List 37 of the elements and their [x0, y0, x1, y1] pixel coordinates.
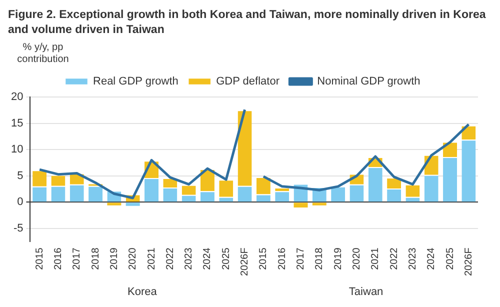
y-tick-label: 15 — [10, 117, 24, 130]
text: Korea — [127, 286, 158, 298]
text: Taiwan — [348, 286, 384, 298]
legend-label: GDP deflator — [216, 76, 280, 88]
x-tick-label: 2025 — [444, 247, 456, 270]
x-tick-label: 2025 — [220, 247, 232, 270]
x-tick-label: 2022 — [164, 247, 176, 270]
legend-label: Nominal GDP growth — [317, 76, 420, 88]
x-tick-label: 2026F — [463, 248, 474, 276]
x-tick-label: 2018 — [90, 247, 102, 270]
x-tick-label: 2016 — [276, 247, 288, 270]
x-tick-label: 2024 — [426, 247, 438, 270]
x-tick-label: 2016 — [52, 247, 64, 270]
x-tick-label: 2021 — [146, 247, 158, 270]
y-tick-label: 0 — [17, 196, 24, 208]
y-tick-label: 5 — [17, 170, 24, 182]
y-axis-title: % y/y, pp contribution — [16, 42, 70, 66]
chart-title: Figure 2. Exceptional growth in both Korea and Taiwan, more nominally driven in Korea and volume driven in Taiwan — [8, 8, 487, 38]
x-tick-label: 2021 — [370, 247, 382, 270]
x-tick-label: 2015 — [258, 247, 270, 270]
x-tick-label: 2015 — [34, 247, 46, 270]
x-tick-label: 2018 — [314, 247, 326, 270]
x-tick-label: 2023 — [407, 247, 418, 270]
x-tick-label: 2020 — [128, 247, 139, 270]
x-tick-label: 2022 — [388, 247, 400, 270]
y-tick-label: 10 — [10, 144, 24, 156]
x-tick-label: 2017 — [296, 247, 307, 270]
y-tick-label: 20 — [10, 91, 24, 104]
x-tick-label: 2024 — [202, 247, 214, 270]
x-tick-label: 2026F — [240, 248, 251, 276]
y-tick-label: -5 — [13, 222, 24, 235]
x-tick-label: 2023 — [184, 247, 195, 270]
x-tick-label: 2019 — [108, 247, 120, 270]
legend-label: Real GDP growth — [93, 76, 178, 88]
x-tick-label: 2019 — [332, 247, 344, 270]
x-tick-label: 2020 — [351, 247, 362, 270]
x-tick-label: 2017 — [72, 247, 83, 270]
